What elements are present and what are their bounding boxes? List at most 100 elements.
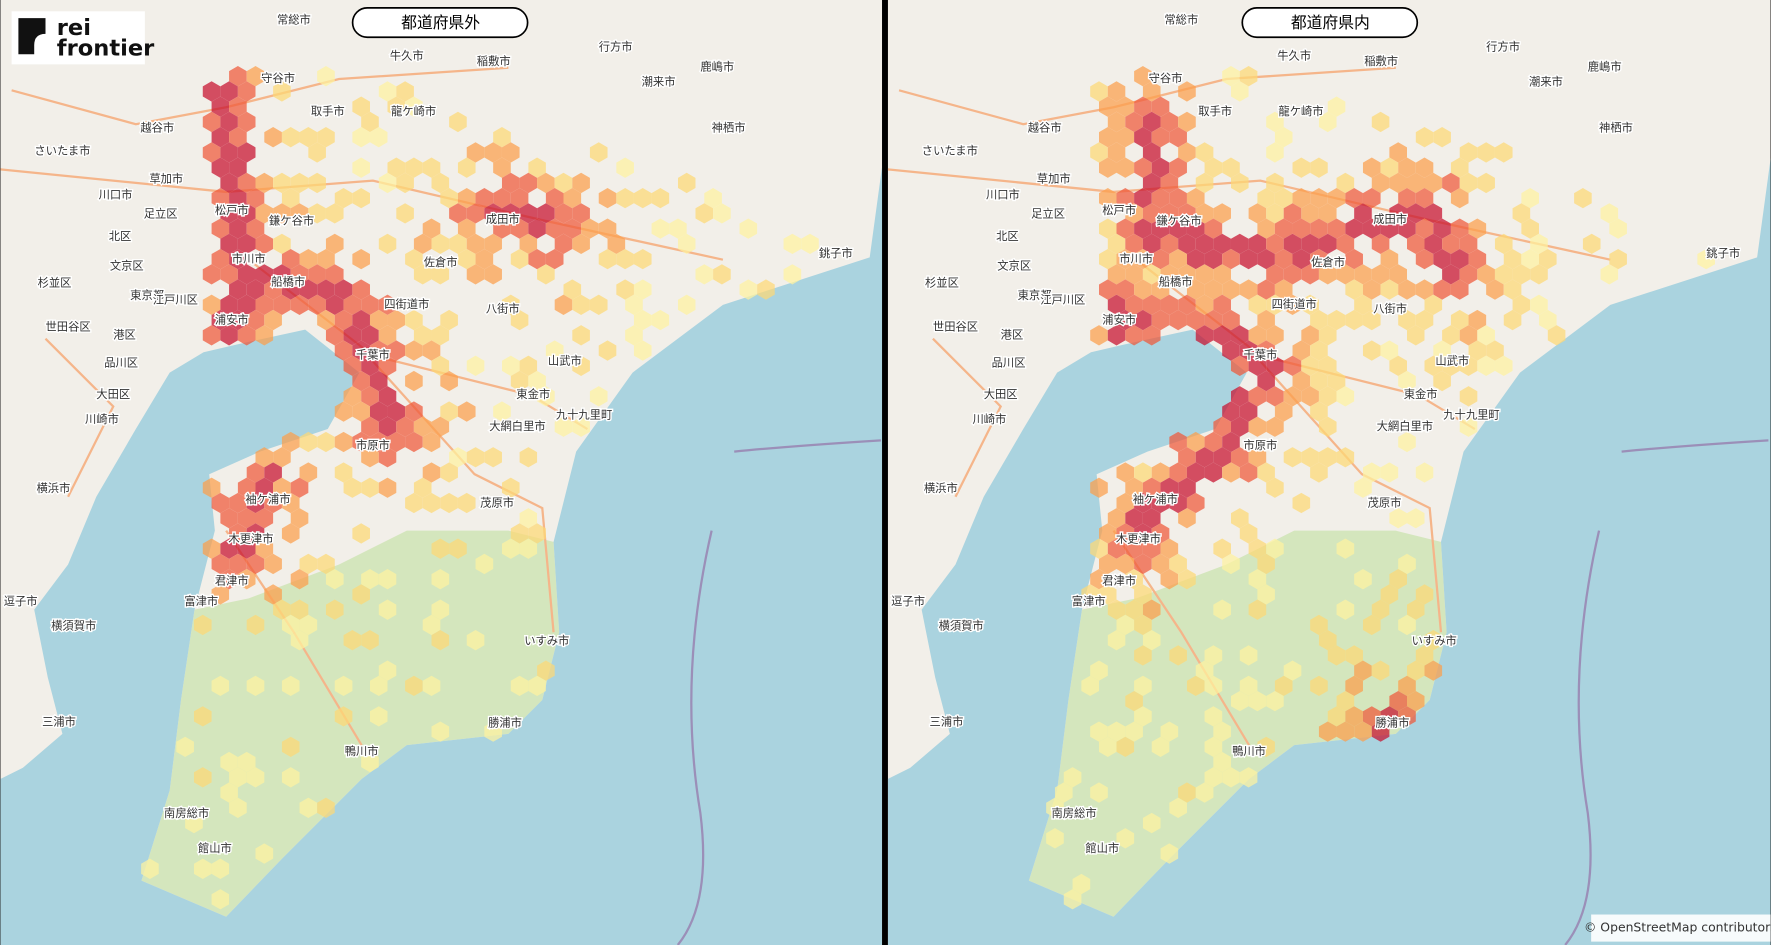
hexbin bbox=[1336, 172, 1355, 194]
hexbin bbox=[413, 416, 432, 437]
hexbin bbox=[1204, 309, 1223, 331]
hexbin bbox=[1248, 599, 1267, 620]
hexbin bbox=[537, 172, 555, 194]
hexbin bbox=[1283, 660, 1302, 681]
hexbin bbox=[431, 172, 450, 194]
hexbin bbox=[1442, 172, 1460, 194]
hexbin bbox=[229, 248, 247, 270]
hexbin bbox=[501, 294, 520, 315]
hexbin bbox=[431, 264, 450, 285]
hexbin bbox=[695, 203, 714, 224]
sea bbox=[887, 158, 1771, 945]
place-label: 袖ケ浦市 bbox=[245, 492, 290, 506]
hexbin bbox=[677, 172, 696, 194]
hexbin bbox=[1230, 172, 1249, 194]
hexbin bbox=[211, 248, 230, 270]
hexbin bbox=[1283, 386, 1302, 407]
hexbin bbox=[510, 370, 529, 392]
hexbin bbox=[1248, 294, 1267, 315]
place-label: 越谷市 bbox=[140, 121, 174, 135]
place-label: 山武市 bbox=[1435, 353, 1469, 367]
hexbin bbox=[1090, 569, 1108, 590]
hexbin bbox=[369, 127, 388, 148]
place-label: 成田市 bbox=[1373, 212, 1407, 226]
hexbin bbox=[1090, 142, 1108, 163]
place-label: 神栖市 bbox=[712, 121, 746, 135]
hexbin bbox=[1160, 264, 1179, 285]
place-label: 潮来市 bbox=[1529, 74, 1563, 88]
hexbins bbox=[141, 66, 819, 910]
hexbin bbox=[1046, 797, 1064, 818]
hexbin bbox=[220, 172, 238, 194]
hexbin bbox=[1477, 264, 1495, 285]
place-label: 富津市 bbox=[1072, 594, 1106, 608]
hexbin bbox=[211, 858, 230, 879]
hexbin bbox=[1468, 248, 1487, 270]
hexbin bbox=[1107, 721, 1126, 742]
hexbin bbox=[1442, 325, 1460, 346]
hexbin bbox=[1310, 675, 1328, 697]
hexbin bbox=[1354, 203, 1372, 224]
hexbin bbox=[1099, 584, 1117, 605]
hexbin bbox=[1398, 370, 1416, 392]
hexbin bbox=[1336, 599, 1355, 620]
hexbin bbox=[1424, 233, 1443, 255]
hexbin bbox=[1318, 325, 1337, 346]
hexbin bbox=[361, 111, 379, 133]
place-label: 行方市 bbox=[1486, 39, 1520, 53]
hexbin bbox=[308, 294, 326, 315]
hexbin bbox=[1134, 127, 1152, 148]
hexbin bbox=[1169, 797, 1187, 818]
hexbin bbox=[334, 401, 353, 422]
hexbin bbox=[229, 279, 247, 300]
hexbin bbox=[422, 431, 441, 453]
hexbin bbox=[1274, 675, 1293, 697]
hexbin bbox=[308, 142, 326, 163]
hexbin bbox=[1354, 721, 1372, 742]
hexbin bbox=[1503, 248, 1522, 270]
hexbin bbox=[510, 248, 529, 270]
place-label: 北区 bbox=[996, 230, 1019, 243]
hexbin bbox=[457, 157, 476, 178]
hexbin bbox=[1389, 355, 1407, 376]
hexbin bbox=[1530, 233, 1548, 255]
hexbin bbox=[633, 309, 652, 331]
hexbin bbox=[202, 81, 221, 102]
hexbin bbox=[1099, 218, 1117, 239]
hexbin bbox=[1230, 386, 1249, 407]
place-label: いすみ市 bbox=[524, 633, 569, 647]
place-label: 文京区 bbox=[110, 258, 144, 272]
hexbin bbox=[325, 569, 344, 590]
place-label: 川口市 bbox=[986, 187, 1020, 201]
hexbin bbox=[237, 325, 256, 346]
hexbin bbox=[1310, 462, 1328, 483]
hexbin bbox=[1521, 187, 1539, 209]
hexbin bbox=[1134, 492, 1152, 514]
hexbin bbox=[1468, 340, 1487, 361]
hexbin bbox=[1169, 492, 1187, 514]
hexbin bbox=[563, 279, 582, 300]
hexbin bbox=[193, 858, 212, 879]
hexbin bbox=[1380, 706, 1399, 727]
hexbin bbox=[677, 294, 696, 315]
hexbin bbox=[1266, 203, 1284, 224]
hexbin bbox=[1134, 96, 1152, 117]
hexbin bbox=[431, 325, 450, 346]
hexbin bbox=[466, 233, 485, 255]
hexbin bbox=[1512, 294, 1531, 315]
hexbin bbox=[1292, 157, 1311, 178]
hexbin bbox=[1186, 248, 1205, 270]
hexbin bbox=[1354, 294, 1372, 315]
hexbin bbox=[1494, 142, 1513, 163]
hexbin bbox=[1407, 203, 1425, 224]
place-label: 逗子市 bbox=[4, 594, 38, 608]
hexbin bbox=[255, 172, 274, 194]
place-label: いすみ市 bbox=[1412, 633, 1457, 647]
hexbin bbox=[1134, 675, 1152, 697]
hexbin bbox=[290, 508, 309, 529]
logo-icon bbox=[18, 18, 46, 55]
hexbin bbox=[378, 325, 397, 346]
hexbin bbox=[220, 751, 238, 773]
hexbin bbox=[352, 279, 370, 300]
hexbin bbox=[1292, 370, 1311, 392]
